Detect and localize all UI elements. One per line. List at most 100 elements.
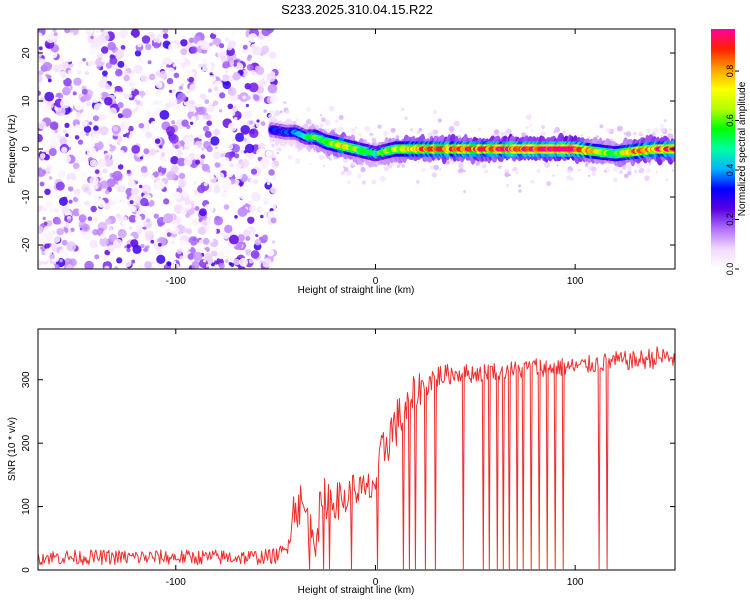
heatmap-noise-cell: [171, 89, 176, 94]
heatmap-noise-cell: [269, 109, 274, 115]
heatmap-noise-cell: [214, 195, 219, 201]
heatmap-noise-cell: [89, 176, 99, 186]
colorbar-gradient: [711, 29, 735, 269]
heatmap-halo-cell: [512, 166, 518, 172]
heatmap-halo-cell: [328, 105, 335, 112]
heatmap-noise-cell: [94, 254, 100, 260]
heatmap-noise-cell: [243, 138, 247, 142]
heatmap-noise-cell: [261, 45, 270, 54]
heatmap-halo-cell: [660, 123, 664, 128]
heatmap-halo-cell: [563, 130, 566, 134]
heatmap-noise-cell: [222, 61, 230, 69]
heatmap-noise-cell: [176, 249, 182, 255]
heatmap-noise-cell: [270, 217, 277, 224]
heatmap-noise-cell: [252, 45, 262, 56]
heatmap-noise-cell: [180, 206, 188, 215]
heatmap-noise-cell: [105, 62, 113, 69]
heatmap-halo-cell: [431, 172, 437, 178]
heatmap-halo-cell: [518, 184, 522, 188]
heatmap-noise-cell: [201, 163, 210, 172]
heatmap-noise-cell: [60, 98, 70, 109]
heatmap-noise-cell: [242, 95, 247, 100]
heatmap-noise-cell: [186, 228, 192, 235]
heatmap-noise-cell: [207, 104, 215, 113]
heatmap-halo-cell: [445, 160, 451, 165]
heatmap-noise-cell: [83, 186, 89, 192]
heatmap-noise-cell: [44, 91, 55, 102]
heatmap-noise-cell: [119, 29, 129, 39]
heatmap-noise-cell: [102, 70, 108, 77]
heatmap-noise-cell: [234, 117, 238, 121]
heatmap-noise-cell: [172, 63, 176, 68]
heatmap-halo-cell: [390, 127, 396, 133]
heatmap-noise-cell: [266, 73, 276, 82]
heatmap-halo-cell: [645, 168, 651, 174]
snr-panel: -100 0 100 0 100 200 300 Height of straight l…: [7, 328, 676, 596]
heatmap-noise-cell: [147, 60, 152, 65]
heatmap-noise-cell: [155, 149, 160, 153]
heatmap-noise-cell: [76, 263, 85, 269]
heatmap-noise-cell: [218, 262, 225, 269]
heatmap-noise-cell: [132, 172, 142, 182]
heatmap-noise-cell: [117, 164, 124, 170]
heatmap-noise-cell: [86, 101, 91, 107]
heatmap-noise-cell: [170, 165, 179, 174]
heatmap-noise-cell: [240, 159, 250, 168]
heatmap-halo-cell: [337, 126, 344, 133]
heatmap-halo-cell: [379, 176, 386, 182]
heatmap-noise-cell: [145, 43, 152, 50]
heatmap-noise-cell: [144, 127, 149, 132]
heatmap-noise-cell: [126, 169, 131, 174]
heatmap-noise-cell: [195, 159, 201, 165]
heatmap-noise-cell: [254, 41, 260, 46]
heatmap-noise-cell: [204, 99, 210, 104]
heatmap-halo-cell: [463, 190, 467, 194]
heatmap-noise-cell: [232, 31, 241, 39]
heatmap-halo-cell: [319, 123, 324, 128]
heatmap-halo-cell: [525, 126, 529, 130]
heatmap-noise-cell: [131, 87, 135, 91]
heatmap-noise-cell: [70, 32, 74, 36]
heatmap-noise-cell: [57, 71, 68, 81]
heatmap-noise-cell: [93, 154, 97, 159]
heatmap-noise-cell: [128, 82, 134, 87]
heatmap-halo-cell: [544, 162, 551, 168]
heatmap-noise-cell: [114, 49, 125, 59]
heatmap-noise-cell: [56, 211, 63, 218]
heatmap-noise-cell: [88, 191, 92, 196]
heatmap-noise-cell: [38, 225, 44, 234]
heatmap-noise-cell: [228, 262, 232, 266]
heatmap-noise-cell: [90, 93, 101, 103]
heatmap-noise-cell: [206, 263, 210, 268]
heatmap-noise-cell: [40, 197, 44, 202]
heatmap-noise-cell: [99, 237, 109, 247]
heatmap-noise-cell: [103, 213, 107, 218]
colorbar-label: Normalized spectral amplitude: [737, 81, 748, 216]
heatmap-noise-cell: [166, 126, 175, 136]
heatmap-noise-cell: [42, 61, 52, 72]
heatmap-noise-cell: [38, 205, 44, 211]
heatmap-noise-cell: [68, 59, 72, 63]
heatmap-noise-cell: [107, 41, 116, 51]
heatmap-noise-cell: [165, 191, 174, 200]
heatmap-noise-cell: [261, 29, 271, 37]
heatmap-halo-cell: [606, 128, 611, 133]
heatmap-noise-cell: [148, 73, 156, 81]
heatmap-noise-cell: [248, 82, 259, 93]
heatmap-noise-cell: [202, 125, 210, 132]
heatmap-halo-cell: [536, 169, 541, 174]
heatmap-noise-cell: [84, 260, 94, 269]
heatmap-noise-cell: [153, 100, 158, 105]
heatmap-halo-cell: [518, 189, 522, 193]
heatmap-noise-cell: [203, 182, 208, 187]
heatmap-noise-cell: [231, 156, 240, 165]
heatmap-noise-cell: [59, 259, 63, 263]
heatmap-halo-cell: [653, 127, 659, 134]
heatmap-noise-cell: [213, 186, 221, 194]
heatmap-noise-cell: [129, 200, 134, 205]
heatmap-noise-cell: [229, 162, 234, 168]
heatmap-noise-cell: [213, 216, 223, 226]
heatmap-noise-cell: [263, 109, 267, 113]
heatmap-noise-cell: [52, 64, 61, 73]
heatmap-noise-cell: [158, 172, 163, 176]
